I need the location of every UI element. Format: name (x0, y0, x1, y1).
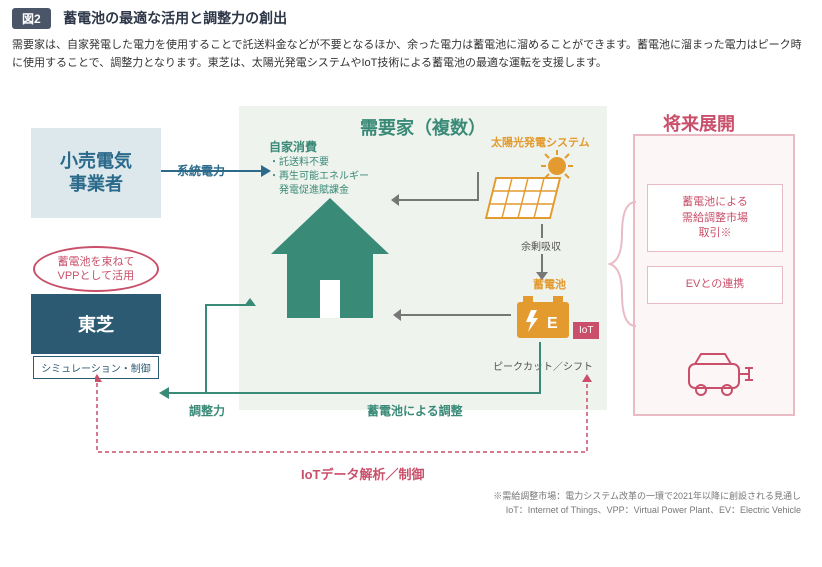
arrow-iot-dashed (95, 374, 605, 464)
iot-analysis-label: IoTデータ解析／制御 (301, 464, 425, 483)
arrow-grid (161, 170, 261, 172)
svg-text:E: E (547, 315, 558, 332)
battery-icon: E (513, 292, 575, 342)
vpp-oval: 蓄電池を束ねてVPPとして活用 (33, 246, 159, 292)
peak-label: ピークカット／シフト (493, 358, 593, 373)
arrow-solar-house-v (477, 172, 479, 201)
arrow-surplus-top (541, 224, 543, 238)
figure-label: 図2 (12, 8, 51, 29)
ev-icon (671, 346, 757, 402)
iot-tag: IoT (573, 322, 599, 339)
self-consume-label: 自家消費 (269, 138, 317, 155)
arrow-surplus-head (536, 272, 548, 280)
retailer-node: 小売電気事業者 (31, 128, 161, 218)
future-bracket (608, 194, 638, 334)
arrow-grid-head (261, 165, 271, 177)
self-consume-list: ・託送料不要・再生可能エネルギー 発電促進賦課金 (269, 156, 369, 198)
arrow-solar-house-head (391, 194, 399, 206)
toshiba-node: 東芝 (31, 294, 161, 354)
house-icon (265, 194, 395, 324)
arrow-solar-house (397, 199, 477, 201)
figure-title: 蓄電池の最適な活用と調整力の創出 (63, 8, 287, 28)
arrow-adjust-h1 (205, 304, 249, 306)
arrow-surplus-bot (541, 254, 543, 274)
arrow-batt-house-head (393, 309, 401, 321)
description-text: 需要家は、自家発電した電力を使用することで託送料金などが不要となるほか、余った電… (12, 37, 810, 72)
solar-label: 太陽光発電システム (491, 134, 590, 150)
future-item-ev: EVとの連携 (647, 266, 783, 303)
diagram-canvas: 需要家（複数） 将来展開 蓄電池による需給調整市場取引※ EVとの連携 小売電気… (11, 76, 811, 536)
footnote-line1: ※需給調整市場：電力システム改革の一環で2021年以降に創設される見通し (351, 490, 801, 504)
surplus-label: 余剰吸収 (521, 238, 561, 253)
footnote: ※需給調整市場：電力システム改革の一環で2021年以降に創設される見通し IoT… (351, 490, 801, 517)
arrow-batt-house (399, 314, 511, 316)
footnote-line2: IoT：Internet of Things、VPP：Virtual Power… (351, 504, 801, 518)
solar-icon (483, 150, 583, 224)
arrow-house-down-head (244, 298, 256, 306)
future-title: 将来展開 (663, 110, 735, 136)
future-item-market: 蓄電池による需給調整市場取引※ (647, 184, 783, 252)
